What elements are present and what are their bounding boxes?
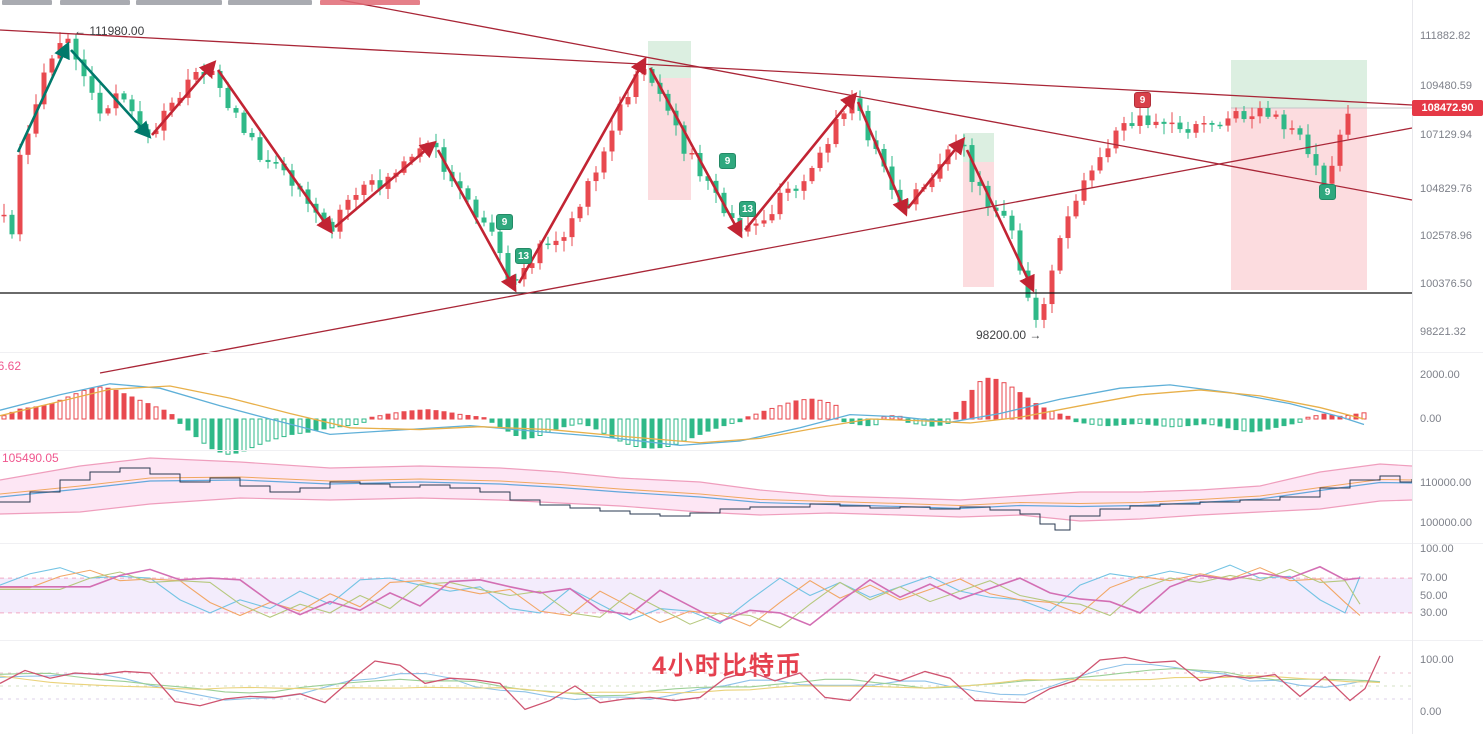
axis-tick-label: 100.00 bbox=[1420, 543, 1454, 555]
rsi-panel bbox=[0, 655, 1412, 711]
clipped-header-segment bbox=[2, 0, 52, 5]
axis-tick-label: 50.00 bbox=[1420, 590, 1448, 602]
axis-tick-label: 98221.32 bbox=[1420, 326, 1466, 338]
stochastic-panel bbox=[0, 564, 1412, 629]
macd-panel bbox=[0, 377, 1367, 455]
clipped-header-segment bbox=[136, 0, 222, 5]
axis-tick-label: 0.00 bbox=[1420, 706, 1442, 718]
td-sequential-badge: 13 bbox=[515, 248, 532, 264]
td-sequential-badge: 9 bbox=[496, 214, 513, 230]
axis-tick-label: 0.00 bbox=[1420, 413, 1442, 425]
td-sequential-badge: 9 bbox=[1319, 184, 1336, 200]
macd-value-label: 96.62 bbox=[0, 359, 22, 373]
trendlines-and-arrows[interactable] bbox=[0, 0, 1413, 374]
bands-panel bbox=[0, 457, 1413, 531]
current-price-label: 108472.90 bbox=[1412, 100, 1483, 116]
axis-tick-label: 102578.96 bbox=[1420, 230, 1472, 242]
axis-tick-label: 30.00 bbox=[1420, 607, 1448, 619]
axis-tick-label: 107129.94 bbox=[1420, 129, 1472, 141]
symbol-watermark-text: 4小时比特币 bbox=[652, 652, 803, 680]
axis-tick-label: 109480.59 bbox=[1420, 80, 1472, 92]
axis-tick-label: 100376.50 bbox=[1420, 278, 1472, 290]
axis-tick-label: 110000.00 bbox=[1420, 477, 1472, 489]
clipped-header-segment bbox=[60, 0, 130, 5]
clipped-header-segment bbox=[320, 0, 420, 5]
td-sequential-badge: 9 bbox=[1134, 92, 1151, 108]
axis-tick-label: 70.00 bbox=[1420, 572, 1448, 584]
td-sequential-badge: 9 bbox=[719, 153, 736, 169]
axis-tick-label: 2000.00 bbox=[1420, 369, 1460, 381]
price-annotation[interactable]: ← 111980.00 bbox=[74, 24, 145, 38]
axis-tick-label: 100.00 bbox=[1420, 654, 1454, 666]
axis-tick-label: 100000.00 bbox=[1420, 517, 1472, 529]
clipped-header-segment bbox=[228, 0, 312, 5]
axis-tick-label: 104829.76 bbox=[1420, 183, 1472, 195]
price-annotation[interactable]: 98200.00 → bbox=[976, 328, 1042, 342]
td-sequential-badge: 13 bbox=[739, 201, 756, 217]
axis-tick-label: 111882.82 bbox=[1420, 30, 1471, 42]
band-value-label: 105490.05 bbox=[2, 451, 59, 465]
